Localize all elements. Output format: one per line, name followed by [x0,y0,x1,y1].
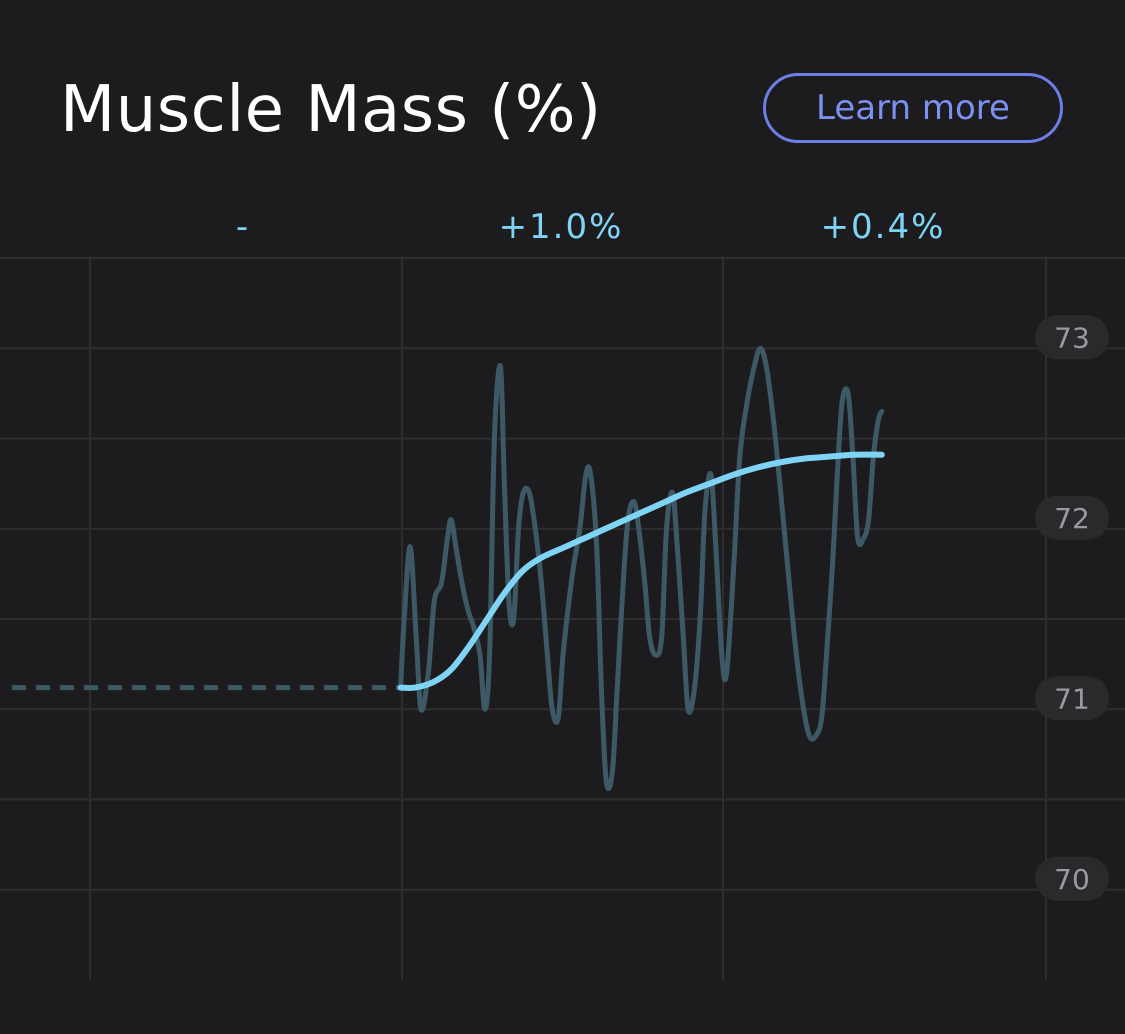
trend-line [397,451,885,691]
y-tick-label: 73 [1054,321,1090,354]
period-change-label: - [236,207,250,247]
raw-data-line [398,345,885,792]
y-tick-label: 70 [1054,863,1090,896]
y-tick-label: 72 [1054,502,1090,535]
period-change-label: +1.0% [499,207,624,247]
y-tick-badge [1035,676,1109,721]
learn-more-button[interactable]: Learn more [763,73,1063,143]
page-title: Muscle Mass (%) [60,73,602,147]
y-tick-badge [1035,856,1109,901]
y-tick-label: 71 [1054,682,1090,715]
period-change-label: +0.4% [821,207,946,247]
y-tick-badge [1035,315,1109,360]
y-tick-badge [1035,495,1109,540]
